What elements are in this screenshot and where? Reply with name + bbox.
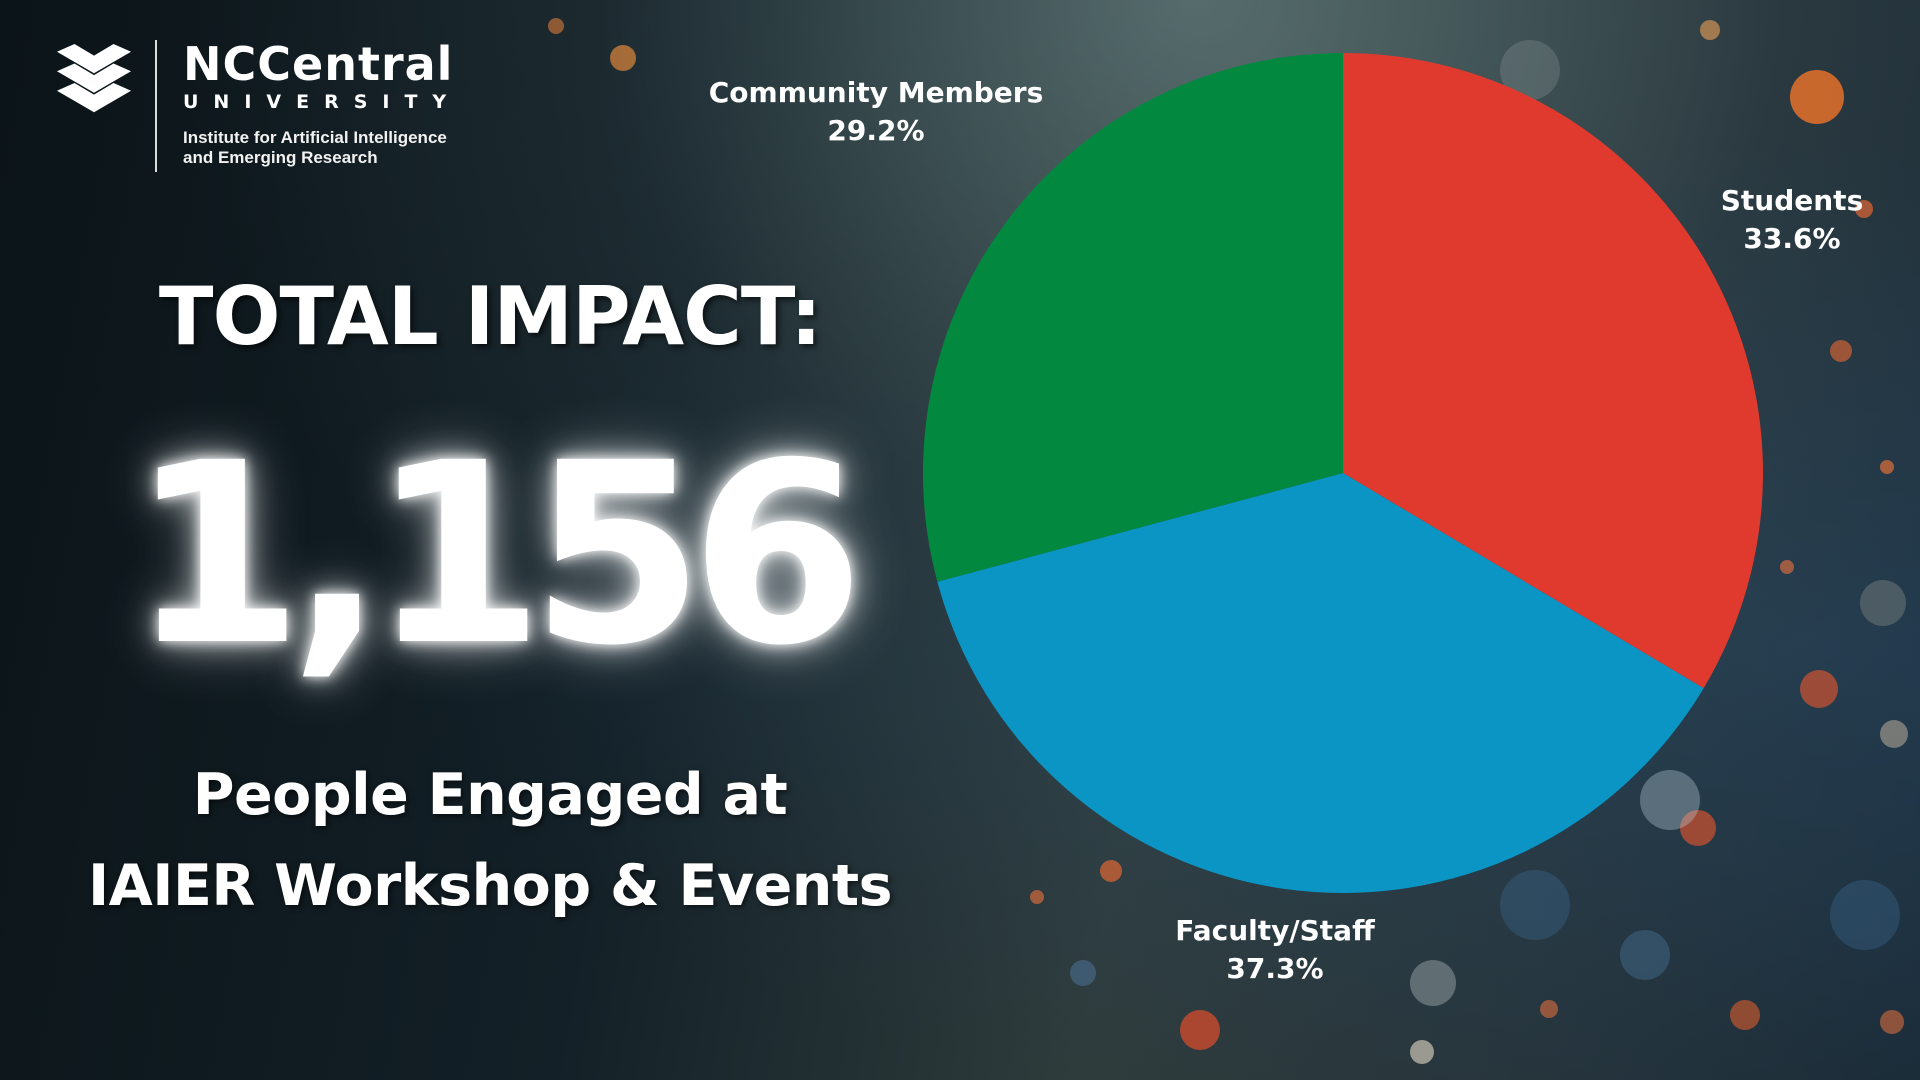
slice-label: Faculty/Staff bbox=[1175, 914, 1375, 947]
subline: People Engaged at IAIER Workshop & Event… bbox=[20, 750, 960, 932]
subline-line-2: IAIER Workshop & Events bbox=[87, 853, 893, 919]
institute-line-2: and Emerging Research bbox=[183, 148, 378, 167]
pie-slice-students bbox=[1343, 53, 1763, 689]
logo-divider bbox=[155, 40, 157, 172]
institute-line-1: Institute for Artificial Intelligence bbox=[183, 128, 447, 147]
slice-label: Community Members bbox=[709, 76, 1044, 109]
slice-percent-label: 37.3% bbox=[1226, 952, 1323, 985]
slice-label: Students bbox=[1721, 184, 1864, 217]
university-name: NCCentral bbox=[183, 37, 454, 91]
university-logo: NCCentral UNIVERSITY Institute for Artif… bbox=[55, 40, 461, 172]
logo-text: NCCentral UNIVERSITY Institute for Artif… bbox=[183, 40, 461, 168]
subline-line-1: People Engaged at bbox=[192, 762, 788, 828]
university-word: UNIVERSITY bbox=[183, 91, 462, 113]
institute-name: Institute for Artificial Intelligence an… bbox=[183, 128, 461, 168]
slice-percent-label: 29.2% bbox=[827, 114, 924, 147]
slice-percent-label: 33.6% bbox=[1743, 222, 1840, 255]
headline: TOTAL IMPACT: bbox=[158, 270, 822, 363]
chevron-emblem-icon bbox=[56, 43, 132, 113]
pie-slice-community-members bbox=[922, 53, 1343, 582]
pie-slice-faculty-staff bbox=[937, 473, 1704, 894]
total-count: 1,156 bbox=[129, 409, 865, 700]
